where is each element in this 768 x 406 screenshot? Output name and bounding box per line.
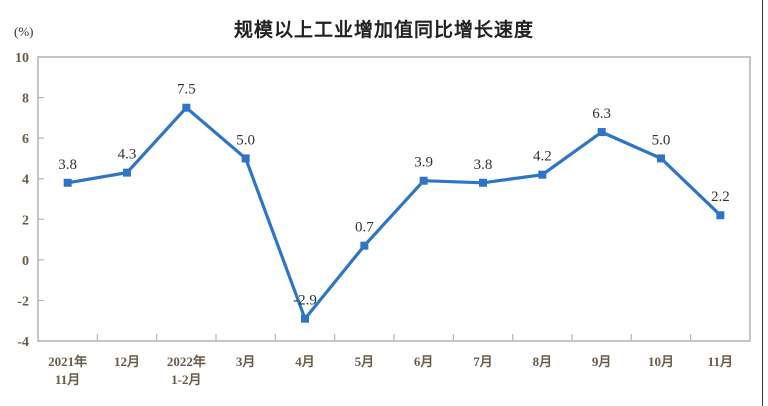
- y-tick-label: 2: [22, 213, 29, 228]
- series-line: [67, 105, 722, 322]
- data-point-marker: [479, 178, 487, 187]
- data-point-marker: [597, 128, 606, 137]
- data-point-marker: [538, 170, 547, 179]
- chart-title: 规模以上工业增加值同比增长速度: [233, 19, 534, 41]
- x-tick-label: 3月: [236, 354, 256, 369]
- y-tick-label: 4: [22, 173, 29, 188]
- y-tick-label: 10: [15, 51, 29, 66]
- x-tick-label: 2022年: [167, 354, 206, 369]
- data-point-label: 2.2: [711, 189, 730, 205]
- data-point-label: 3.8: [474, 157, 493, 173]
- data-point-label: 4.2: [533, 149, 552, 165]
- data-point-label: 5.0: [236, 132, 255, 148]
- data-point-marker: [123, 168, 131, 177]
- x-tick-label: 8月: [533, 354, 553, 369]
- y-tick-label: 0: [22, 254, 29, 269]
- x-tick-label: 4月: [295, 354, 315, 369]
- x-tick-label: 11月: [708, 354, 733, 369]
- data-point-marker: [241, 154, 250, 163]
- data-point-marker: [301, 314, 309, 323]
- plot-area-border: [37, 56, 751, 342]
- data-point-marker: [360, 241, 369, 250]
- data-point-marker: [657, 154, 665, 163]
- data-point-marker: [63, 178, 72, 187]
- x-axis: 2021年 11月 12月 2022年 1-2月 3月 4月 5月 6月 7月 8月 9月 10月 11月: [48, 334, 733, 387]
- y-tick-label: -4: [17, 335, 29, 350]
- data-point-label: 6.3: [592, 106, 611, 122]
- x-tick-label: 5月: [355, 354, 375, 369]
- x-tick-label: 7月: [473, 354, 493, 369]
- data-point-label: 4.3: [118, 147, 137, 163]
- data-point-marker: [419, 176, 428, 185]
- data-point-label: 5.0: [652, 132, 671, 148]
- data-point-label: 3.9: [414, 155, 433, 171]
- x-tick-label: 11月: [55, 372, 80, 387]
- y-tick-label: -2: [17, 294, 29, 309]
- y-tick-label: 8: [22, 92, 29, 107]
- x-tick-label: 10月: [648, 354, 674, 369]
- x-tick-label: 1-2月: [171, 372, 201, 387]
- x-tick-label: 12月: [114, 354, 140, 369]
- data-point-marker: [716, 211, 725, 220]
- data-point-marker: [182, 103, 191, 112]
- plot-frame: [37, 56, 751, 342]
- y-tick-label: 6: [22, 132, 29, 147]
- data-point-label: -2.9: [293, 293, 317, 309]
- x-tick-label: 2021年: [48, 354, 87, 369]
- x-tick-label: 6月: [414, 354, 434, 369]
- page-edge-divider: [762, 0, 763, 406]
- data-point-label: 3.8: [58, 157, 77, 173]
- y-axis-unit-label: (%): [14, 24, 34, 39]
- data-labels: 3.8 4.3 7.5 5.0 -2.9 0.7 3.9 3.8 4.2 6.3 5.0 2.2: [58, 82, 729, 309]
- y-axis: 10 8 6 4 2 0 -2 -4: [15, 51, 44, 350]
- data-point-label: 0.7: [355, 220, 374, 236]
- data-point-label: 7.5: [177, 82, 196, 98]
- data-series: [63, 103, 725, 323]
- x-tick-label: 9月: [592, 354, 612, 369]
